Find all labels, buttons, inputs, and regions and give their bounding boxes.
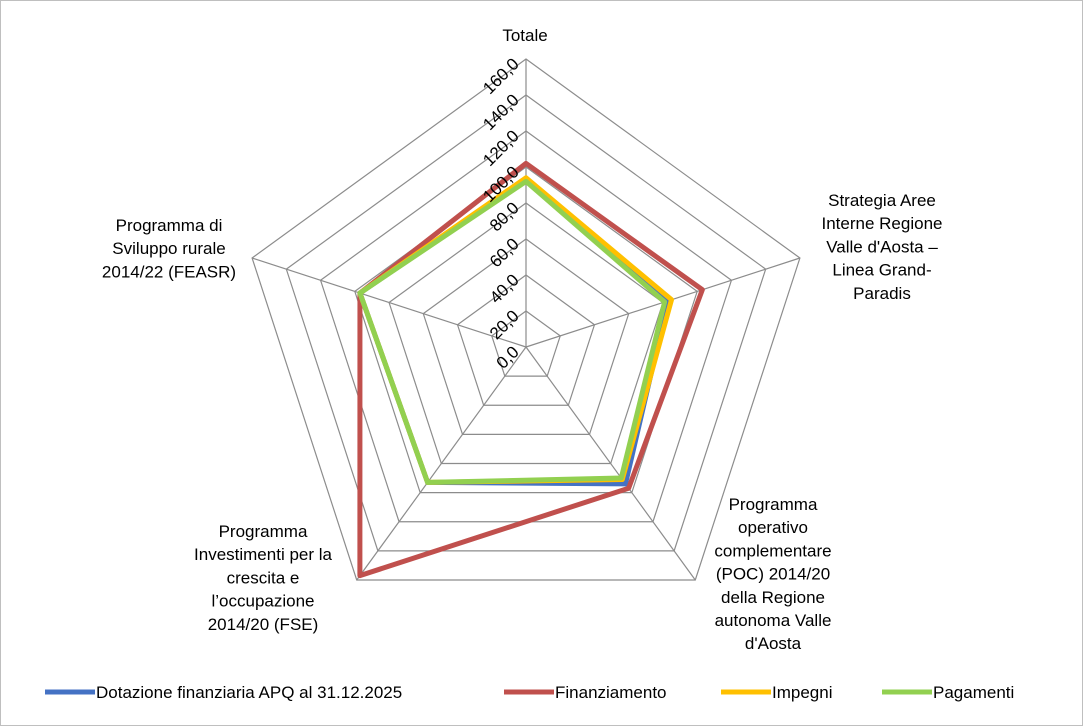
legend-label: Pagamenti: [933, 683, 1014, 702]
tick-label: 60,0: [486, 234, 523, 271]
category-label: della Regione: [721, 588, 825, 607]
category-label: 2014/22 (FEASR): [102, 262, 236, 281]
series-line-3: [357, 175, 675, 485]
category-label: (POC) 2014/20: [716, 565, 830, 584]
series-line-1: [357, 177, 671, 487]
category-label: d'Aosta: [745, 634, 802, 653]
tick-label: 0,0: [493, 342, 523, 372]
grid-ring: [456, 274, 596, 406]
grid-ring: [422, 238, 630, 435]
category-label: Strategia Aree: [828, 191, 936, 210]
tick-label: 40,0: [486, 270, 523, 307]
category-label: Valle d'Aosta –: [826, 237, 938, 256]
category-label: operativo: [738, 518, 808, 537]
tick-label: 160,0: [479, 54, 523, 98]
radar-series: [357, 160, 705, 579]
category-label: crescita e: [227, 568, 300, 587]
legend-label: Finanziamento: [555, 683, 667, 702]
tick-label: 120,0: [479, 126, 523, 170]
category-label: 2014/20 (FSE): [208, 615, 319, 634]
category-label: Interne Regione: [822, 214, 943, 233]
category-label: complementare: [714, 541, 831, 560]
category-label: Linea Grand-: [832, 261, 931, 280]
category-label: Programma: [729, 495, 818, 514]
category-label: Totale: [502, 26, 547, 45]
grid-ring: [354, 166, 698, 494]
grid-ring: [388, 202, 664, 465]
category-label: Sviluppo rurale: [112, 239, 225, 258]
spoke-line: [525, 346, 696, 581]
series-line-4: [357, 178, 668, 485]
category-label: autonoma Valle: [715, 611, 832, 630]
category-label: Investimenti per la: [194, 545, 332, 564]
tick-label: 140,0: [479, 90, 523, 134]
spoke-line: [251, 257, 527, 348]
category-label: Programma di: [116, 216, 223, 235]
radar-spokes: [251, 59, 801, 581]
spoke-line: [356, 346, 527, 581]
category-label: Paradis: [853, 284, 911, 303]
category-label: l’occupazione: [211, 592, 314, 611]
grid-ring: [251, 58, 801, 581]
category-labels: Totale Strategia Aree Interne Regione Valle…: [102, 26, 943, 653]
grid-ring: [491, 310, 561, 377]
legend-label: Impegni: [772, 683, 832, 702]
tick-label: 20,0: [486, 306, 523, 343]
grid-ring: [285, 94, 767, 552]
category-label: Programma: [219, 522, 308, 541]
legend-label: Dotazione finanziaria APQ al 31.12.2025: [96, 683, 402, 702]
legend: Dotazione finanziaria APQ al 31.12.2025 F…: [45, 683, 1014, 702]
